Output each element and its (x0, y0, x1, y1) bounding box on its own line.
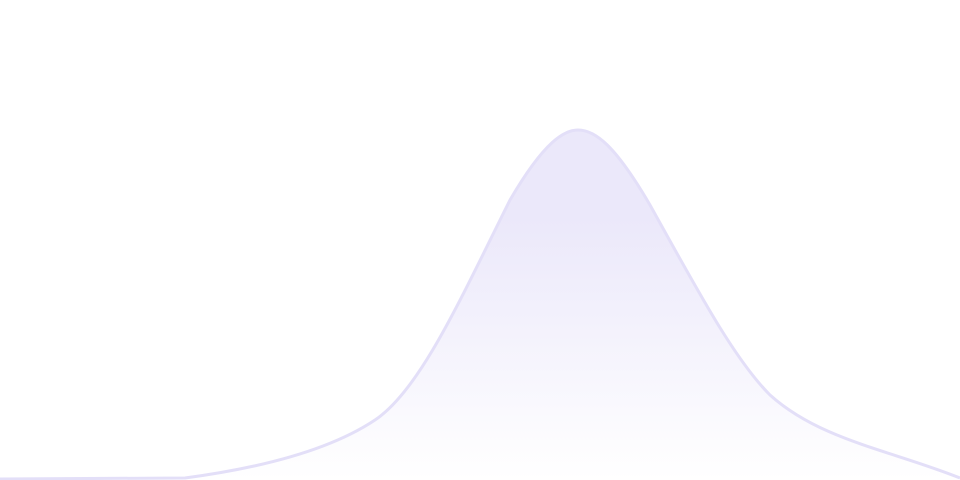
wave-area (0, 130, 960, 480)
wave-line (0, 128, 960, 480)
